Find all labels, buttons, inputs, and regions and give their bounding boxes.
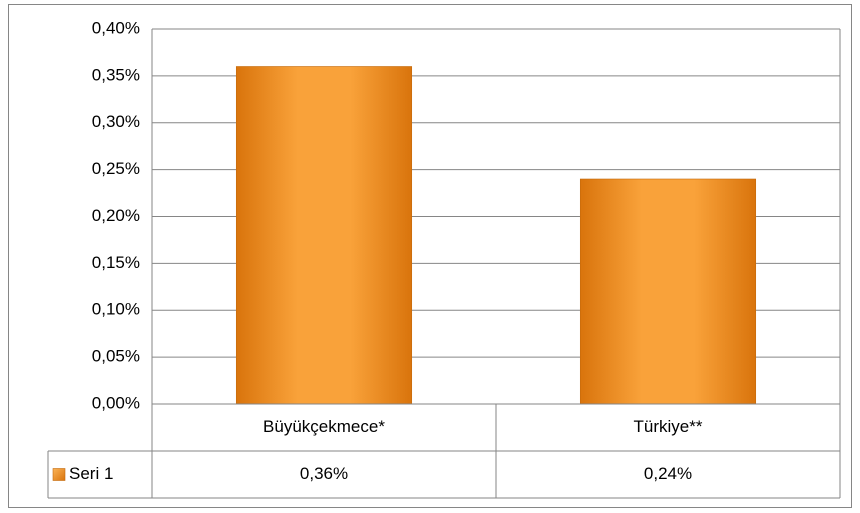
y-tick-label: 0,25% (92, 159, 140, 178)
y-tick-label: 0,00% (92, 393, 140, 412)
y-tick-label: 0,10% (92, 300, 140, 319)
bar (235, 66, 413, 405)
data-table-value: 0,24% (644, 464, 692, 483)
y-tick-label: 0,35% (92, 65, 140, 84)
bar (579, 178, 757, 405)
legend-label: Seri 1 (69, 464, 113, 483)
x-tick-label: Türkiye** (634, 417, 703, 436)
y-tick-label: 0,15% (92, 253, 140, 272)
y-tick-label: 0,40% (92, 18, 140, 37)
y-tick-label: 0,30% (92, 112, 140, 131)
y-tick-label: 0,20% (92, 206, 140, 225)
legend-swatch (52, 468, 66, 481)
x-tick-label: Büyükçekmece* (263, 417, 385, 436)
y-tick-label: 0,05% (92, 347, 140, 366)
data-table-value: 0,36% (300, 464, 348, 483)
